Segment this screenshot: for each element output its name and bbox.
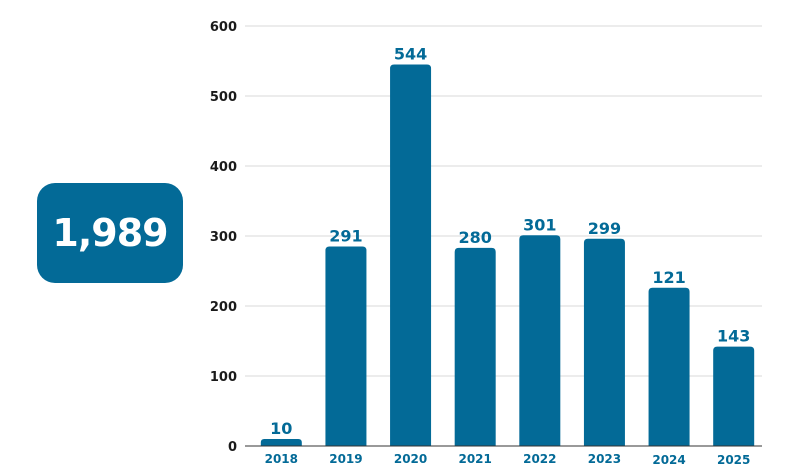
x-tick-label-2018: 2018 bbox=[265, 452, 298, 466]
data-label-2024: 121 bbox=[652, 268, 685, 287]
x-tick-label-2020: 2020 bbox=[394, 452, 427, 466]
total-count-value: 1,989 bbox=[52, 211, 168, 255]
data-label-2022: 301 bbox=[523, 215, 556, 234]
bar-2023 bbox=[583, 238, 625, 446]
bar-2022 bbox=[519, 235, 561, 446]
data-label-2025: 143 bbox=[717, 327, 750, 346]
bars bbox=[260, 64, 755, 446]
bar-2024 bbox=[648, 287, 690, 446]
bar-2019 bbox=[325, 246, 367, 446]
y-tick-label: 300 bbox=[210, 230, 237, 245]
bar-2018 bbox=[260, 439, 302, 446]
bar-2025 bbox=[713, 346, 755, 446]
y-tick-label: 600 bbox=[210, 20, 237, 35]
bar-2020 bbox=[390, 64, 432, 446]
data-label-2021: 280 bbox=[458, 228, 491, 247]
data-label-2019: 291 bbox=[329, 227, 362, 246]
y-tick-label: 100 bbox=[210, 370, 237, 385]
x-tick-label-2024: 2024 bbox=[652, 453, 685, 467]
y-tick-label: 400 bbox=[210, 160, 237, 175]
x-tick-label-2023: 2023 bbox=[588, 452, 621, 466]
data-label-2020: 544 bbox=[394, 45, 427, 64]
x-axis-ticks: 2018 2019 2020 2021 2022 2023 2024 2025 bbox=[265, 452, 751, 467]
bar-2021 bbox=[454, 247, 496, 446]
total-count-badge: 1,989 bbox=[37, 183, 183, 283]
data-labels: 10 291 544 280 301 299 121 143 bbox=[270, 45, 750, 439]
data-label-2023: 299 bbox=[588, 219, 621, 238]
x-tick-label-2022: 2022 bbox=[523, 452, 556, 466]
y-tick-label: 200 bbox=[210, 300, 237, 315]
y-axis-ticks: 0 100 200 300 400 500 600 bbox=[210, 20, 237, 455]
x-tick-label-2025: 2025 bbox=[717, 453, 750, 467]
y-tick-label: 500 bbox=[210, 90, 237, 105]
data-label-2018: 10 bbox=[270, 419, 292, 438]
x-tick-label-2019: 2019 bbox=[329, 452, 362, 466]
y-tick-label: 0 bbox=[228, 440, 237, 455]
x-tick-label-2021: 2021 bbox=[458, 452, 491, 466]
